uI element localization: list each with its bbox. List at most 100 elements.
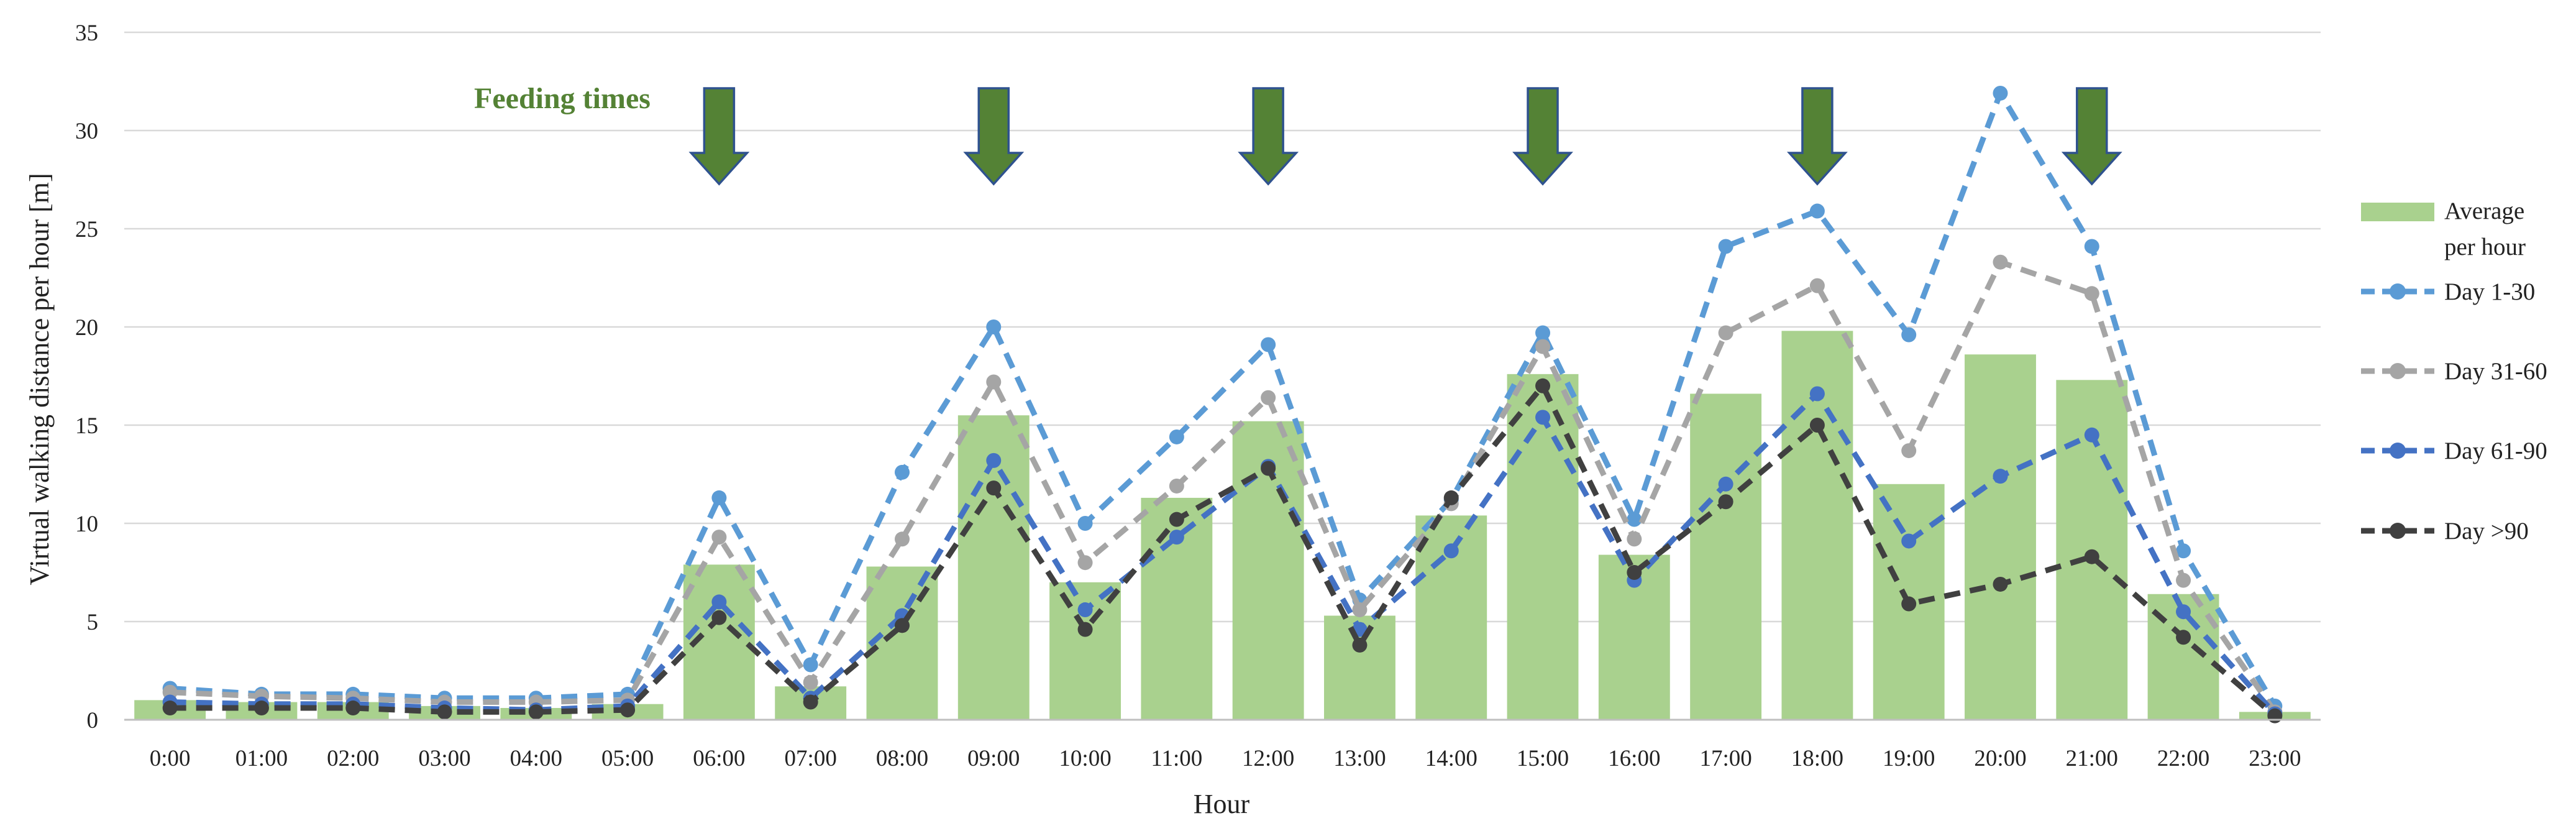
data-point — [437, 704, 452, 720]
series-2 — [162, 254, 2283, 720]
data-point — [1077, 622, 1093, 637]
data-point — [803, 694, 818, 710]
data-point — [1901, 596, 1917, 612]
x-tick-label: 15:00 — [1517, 746, 1569, 771]
data-point — [711, 610, 727, 625]
bar — [1965, 354, 2036, 720]
data-point — [1901, 533, 1917, 549]
line-series — [162, 85, 2283, 723]
data-point — [1261, 337, 1276, 352]
data-point — [2176, 543, 2191, 559]
data-point — [1993, 254, 2008, 270]
x-tick-label: 0:00 — [150, 746, 191, 771]
y-tick-label: 20 — [75, 315, 98, 341]
data-point — [1077, 516, 1093, 531]
data-point — [253, 700, 269, 716]
data-point — [1169, 478, 1184, 494]
data-point — [2084, 549, 2099, 564]
data-point — [894, 464, 910, 480]
x-tick-label: 01:00 — [235, 746, 288, 771]
x-tick-label: 07:00 — [785, 746, 837, 771]
data-point — [1352, 637, 1368, 653]
x-tick-label: 05:00 — [601, 746, 654, 771]
data-point — [1718, 476, 1733, 492]
series-4 — [162, 378, 2283, 723]
data-point — [1535, 378, 1551, 393]
x-axis-title: Hour — [1194, 789, 1250, 819]
data-point — [986, 480, 1002, 496]
data-point — [1993, 576, 2008, 592]
x-tick-label: 18:00 — [1791, 746, 1843, 771]
data-point — [803, 657, 818, 673]
data-point — [1169, 512, 1184, 527]
data-point — [1535, 410, 1551, 425]
data-point — [711, 530, 727, 545]
data-point — [2176, 630, 2191, 645]
feeding-arrow — [1786, 87, 1848, 186]
data-point — [1627, 565, 1642, 580]
data-point — [894, 618, 910, 633]
legend-label: Average — [2444, 198, 2524, 224]
legend-label: Day 61-90 — [2444, 438, 2547, 464]
data-point — [1627, 512, 1642, 527]
data-point — [2084, 427, 2099, 443]
data-point — [1993, 469, 2008, 484]
data-point — [2176, 604, 2191, 620]
x-tick-label: 20:00 — [1974, 746, 2026, 771]
data-point — [1809, 418, 1825, 433]
data-point — [1718, 239, 1733, 254]
data-point — [2084, 239, 2099, 254]
x-tick-label: 09:00 — [967, 746, 1020, 771]
x-tick-label: 14:00 — [1425, 746, 1478, 771]
data-point — [2084, 286, 2099, 301]
data-point — [620, 702, 636, 718]
legend-label: Day >90 — [2444, 518, 2529, 544]
data-point — [1627, 531, 1642, 547]
data-point — [1443, 543, 1459, 559]
data-point — [894, 531, 910, 547]
legend-swatch-bar — [2361, 203, 2434, 221]
data-point — [1718, 494, 1733, 510]
legend-swatch-point — [2390, 363, 2406, 379]
feeding-arrow — [1512, 87, 1573, 186]
data-point — [1535, 339, 1551, 354]
feeding-arrow — [2061, 87, 2122, 186]
data-point — [1901, 327, 1917, 342]
gridlines — [124, 31, 2321, 623]
x-tick-label: 19:00 — [1883, 746, 1935, 771]
legend-label: Day 31-60 — [2444, 358, 2547, 385]
data-point — [711, 594, 727, 610]
data-point — [1352, 602, 1368, 618]
x-tick-label: 23:00 — [2249, 746, 2301, 771]
x-tick-label: 02:00 — [327, 746, 379, 771]
data-point — [1809, 386, 1825, 402]
data-point — [1901, 443, 1917, 459]
series-line — [170, 90, 2278, 708]
data-point — [1169, 530, 1184, 545]
data-point — [528, 704, 544, 720]
data-point — [1809, 203, 1825, 219]
y-tick-label: 30 — [75, 119, 98, 144]
x-tick-label: 17:00 — [1699, 746, 1752, 771]
data-point — [711, 490, 727, 505]
data-point — [986, 319, 1002, 334]
legend-label: per hour — [2444, 234, 2526, 260]
data-point — [1993, 85, 2008, 101]
y-tick-label: 25 — [75, 217, 98, 242]
legend-swatch-point — [2390, 443, 2406, 459]
x-tick-label: 08:00 — [876, 746, 928, 771]
series-line — [170, 383, 2277, 719]
x-tick-label: 16:00 — [1608, 746, 1660, 771]
x-tick-label: 13:00 — [1333, 746, 1386, 771]
data-point — [986, 374, 1002, 390]
data-point — [1077, 555, 1093, 571]
feeding-arrow — [688, 87, 750, 186]
feeding-arrow — [1238, 87, 1299, 186]
series-3 — [162, 386, 2283, 722]
x-tick-label: 10:00 — [1059, 746, 1111, 771]
legend-swatch-point — [2390, 283, 2406, 300]
x-tick-label: 12:00 — [1242, 746, 1294, 771]
bar — [1690, 393, 1762, 720]
data-point — [162, 700, 178, 716]
